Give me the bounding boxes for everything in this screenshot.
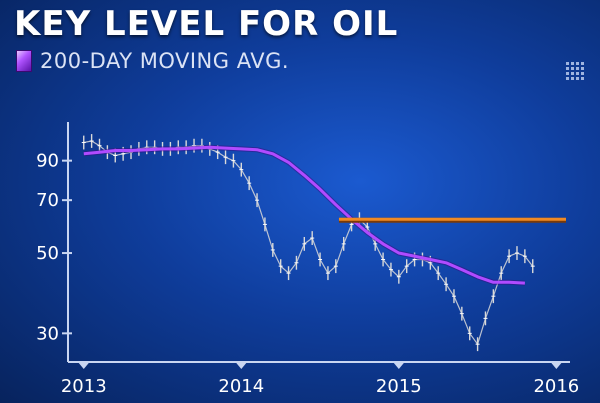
chart-subtitle: 200-DAY MOVING AVG. — [40, 49, 290, 73]
y-tick-label: 30 — [36, 323, 59, 344]
network-logo-icon — [566, 62, 584, 80]
x-tick-label: 2013 — [61, 376, 107, 397]
chart-title: KEY LEVEL FOR OIL — [14, 4, 399, 44]
price-series — [81, 134, 535, 352]
x-tick-mark — [393, 363, 404, 369]
moving-average-legend-swatch — [16, 50, 32, 72]
legend-entry: 200-DAY MOVING AVG. — [16, 48, 289, 74]
moving-average-series — [83, 144, 526, 286]
x-tick-mark — [551, 363, 562, 369]
x-tick-mark — [78, 363, 89, 369]
moving-average-line — [83, 145, 525, 285]
x-tick-label: 2015 — [376, 376, 422, 397]
y-tick-label: 90 — [36, 151, 59, 172]
chart-axes — [67, 122, 570, 363]
key-level-series — [338, 217, 566, 223]
x-axis-ticks: 2013 2014 2015 2016 — [61, 363, 579, 397]
x-tick-label: 2014 — [218, 376, 264, 397]
x-tick-label: 2016 — [533, 376, 579, 397]
price-line — [83, 140, 534, 346]
moving-average-shadow — [83, 144, 526, 286]
x-tick-mark — [236, 363, 247, 369]
chart-header: KEY LEVEL FOR OIL 200-DAY MOVING AVG. — [0, 0, 600, 80]
y-tick-label: 70 — [36, 190, 59, 211]
y-tick-label: 50 — [36, 243, 59, 264]
y-axis-ticks: 90 70 50 30 — [36, 151, 72, 344]
